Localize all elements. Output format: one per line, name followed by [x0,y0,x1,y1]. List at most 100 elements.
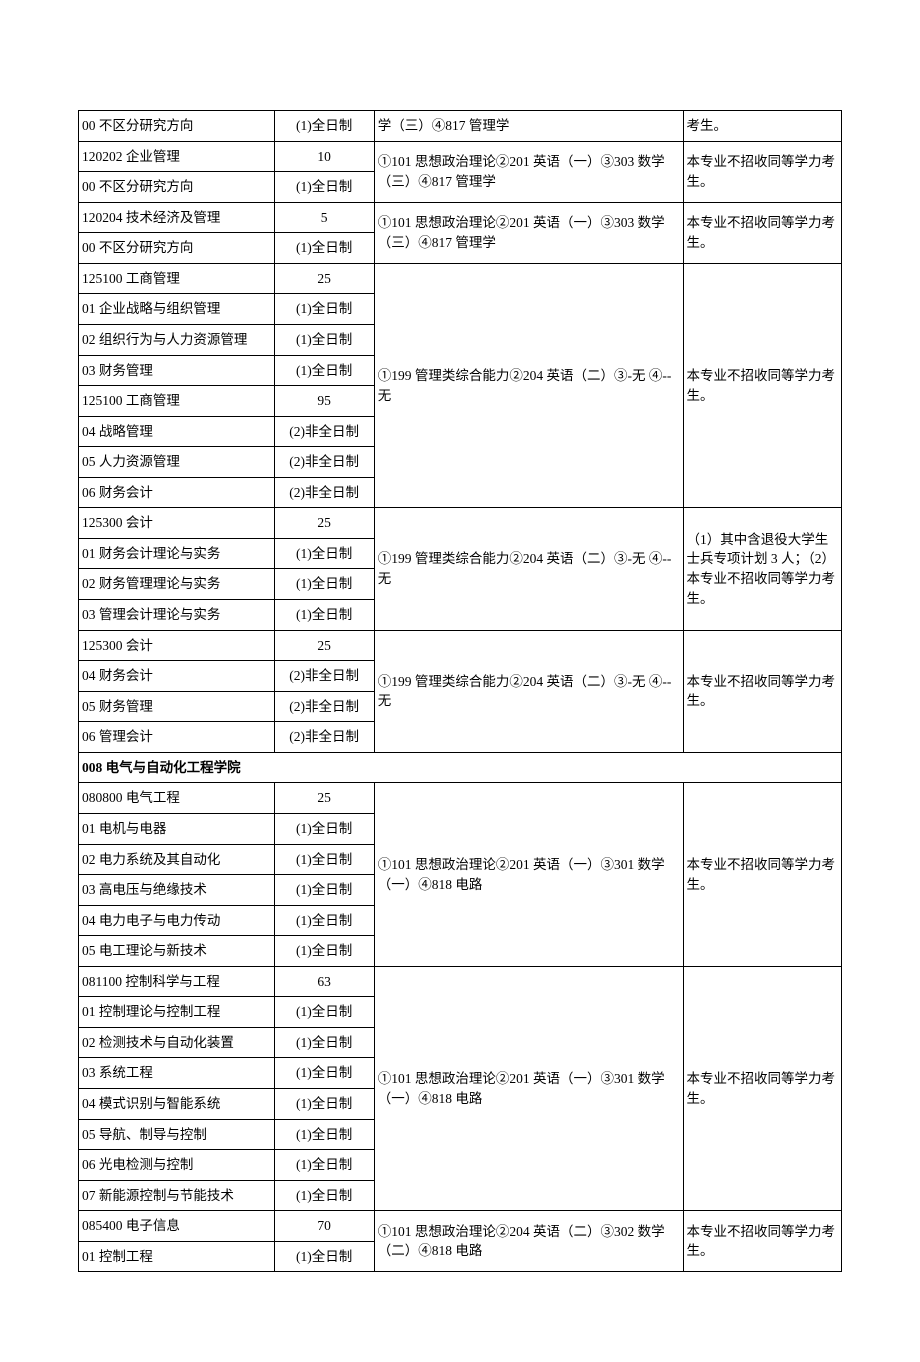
quota-cell: (1)全日制 [274,1119,374,1150]
major-cell: 04 电力电子与电力传动 [79,905,275,936]
major-cell: 00 不区分研究方向 [79,111,275,142]
major-cell: 05 电工理论与新技术 [79,936,275,967]
table-row: 125300 会计25①199 管理类综合能力②204 英语（二）③-无 ④--… [79,630,842,661]
quota-cell: (1)全日制 [274,1027,374,1058]
note-cell: （1）其中含退役大学生士兵专项计划 3 人；（2）本专业不招收同等学力考生。 [683,508,841,630]
major-cell: 02 检测技术与自动化装置 [79,1027,275,1058]
major-cell: 03 高电压与绝缘技术 [79,875,275,906]
table-row: 081100 控制科学与工程63①101 思想政治理论②201 英语（一）③30… [79,966,842,997]
major-cell: 080800 电气工程 [79,783,275,814]
table-row: 008 电气与自动化工程学院 [79,752,842,783]
note-cell: 本专业不招收同等学力考生。 [683,202,841,263]
major-cell: 06 财务会计 [79,477,275,508]
note-cell: 本专业不招收同等学力考生。 [683,630,841,752]
note-cell: 本专业不招收同等学力考生。 [683,263,841,508]
quota-cell: 70 [274,1211,374,1242]
quota-cell: (1)全日制 [274,905,374,936]
table-row: 125300 会计25①199 管理类综合能力②204 英语（二）③-无 ④--… [79,508,842,539]
quota-cell: (1)全日制 [274,936,374,967]
quota-cell: (2)非全日制 [274,691,374,722]
quota-cell: 25 [274,508,374,539]
exam-cell: ①199 管理类综合能力②204 英语（二）③-无 ④--无 [374,263,683,508]
major-cell: 05 导航、制导与控制 [79,1119,275,1150]
quota-cell: (2)非全日制 [274,722,374,753]
table-row: 125100 工商管理25①199 管理类综合能力②204 英语（二）③-无 ④… [79,263,842,294]
table-row: 085400 电子信息70①101 思想政治理论②204 英语（二）③302 数… [79,1211,842,1242]
major-cell: 06 管理会计 [79,722,275,753]
table-row: 080800 电气工程25①101 思想政治理论②201 英语（一）③301 数… [79,783,842,814]
major-cell: 085400 电子信息 [79,1211,275,1242]
table-row: 00 不区分研究方向(1)全日制学（三）④817 管理学考生。 [79,111,842,142]
major-cell: 125100 工商管理 [79,263,275,294]
major-cell: 01 企业战略与组织管理 [79,294,275,325]
major-cell: 120204 技术经济及管理 [79,202,275,233]
major-cell: 06 光电检测与控制 [79,1150,275,1181]
quota-cell: 25 [274,783,374,814]
quota-cell: 5 [274,202,374,233]
major-cell: 01 控制理论与控制工程 [79,997,275,1028]
major-cell: 02 财务管理理论与实务 [79,569,275,600]
quota-cell: (2)非全日制 [274,416,374,447]
quota-cell: 95 [274,386,374,417]
major-cell: 04 模式识别与智能系统 [79,1089,275,1120]
major-cell: 125300 会计 [79,508,275,539]
major-cell: 081100 控制科学与工程 [79,966,275,997]
quota-cell: 10 [274,141,374,172]
quota-cell: (1)全日制 [274,1058,374,1089]
table-row: 120202 企业管理10①101 思想政治理论②201 英语（一）③303 数… [79,141,842,172]
section-header-cell: 008 电气与自动化工程学院 [79,752,842,783]
note-cell: 本专业不招收同等学力考生。 [683,783,841,966]
note-cell: 本专业不招收同等学力考生。 [683,966,841,1211]
major-cell: 01 控制工程 [79,1241,275,1272]
note-cell: 考生。 [683,111,841,142]
quota-cell: (1)全日制 [274,997,374,1028]
major-cell: 120202 企业管理 [79,141,275,172]
quota-cell: (1)全日制 [274,1150,374,1181]
exam-cell: ①199 管理类综合能力②204 英语（二）③-无 ④--无 [374,508,683,630]
major-cell: 02 组织行为与人力资源管理 [79,324,275,355]
table-row: 120204 技术经济及管理5①101 思想政治理论②201 英语（一）③303… [79,202,842,233]
quota-cell: (1)全日制 [274,1180,374,1211]
major-cell: 05 人力资源管理 [79,447,275,478]
quota-cell: (2)非全日制 [274,661,374,692]
quota-cell: (1)全日制 [274,538,374,569]
exam-cell: ①101 思想政治理论②201 英语（一）③303 数学（三）④817 管理学 [374,141,683,202]
exam-cell: ①101 思想政治理论②204 英语（二）③302 数学（二）④818 电路 [374,1211,683,1272]
major-cell: 04 战略管理 [79,416,275,447]
major-cell: 01 电机与电器 [79,813,275,844]
quota-cell: (1)全日制 [274,233,374,264]
quota-cell: (1)全日制 [274,324,374,355]
quota-cell: (1)全日制 [274,1089,374,1120]
quota-cell: (1)全日制 [274,600,374,631]
major-cell: 125100 工商管理 [79,386,275,417]
quota-cell: 63 [274,966,374,997]
quota-cell: (1)全日制 [274,844,374,875]
exam-cell: 学（三）④817 管理学 [374,111,683,142]
exam-cell: ①199 管理类综合能力②204 英语（二）③-无 ④--无 [374,630,683,752]
major-cell: 125300 会计 [79,630,275,661]
major-cell: 05 财务管理 [79,691,275,722]
enrollment-table: 00 不区分研究方向(1)全日制学（三）④817 管理学考生。120202 企业… [78,110,842,1272]
quota-cell: 25 [274,263,374,294]
major-cell: 00 不区分研究方向 [79,172,275,203]
major-cell: 00 不区分研究方向 [79,233,275,264]
major-cell: 01 财务会计理论与实务 [79,538,275,569]
quota-cell: (1)全日制 [274,875,374,906]
quota-cell: (1)全日制 [274,1241,374,1272]
quota-cell: (1)全日制 [274,294,374,325]
major-cell: 07 新能源控制与节能技术 [79,1180,275,1211]
major-cell: 03 系统工程 [79,1058,275,1089]
exam-cell: ①101 思想政治理论②201 英语（一）③303 数学（三）④817 管理学 [374,202,683,263]
note-cell: 本专业不招收同等学力考生。 [683,141,841,202]
quota-cell: (1)全日制 [274,111,374,142]
quota-cell: (1)全日制 [274,355,374,386]
quota-cell: 25 [274,630,374,661]
quota-cell: (1)全日制 [274,172,374,203]
exam-cell: ①101 思想政治理论②201 英语（一）③301 数学（一）④818 电路 [374,966,683,1211]
major-cell: 02 电力系统及其自动化 [79,844,275,875]
major-cell: 03 管理会计理论与实务 [79,600,275,631]
quota-cell: (1)全日制 [274,813,374,844]
quota-cell: (2)非全日制 [274,447,374,478]
exam-cell: ①101 思想政治理论②201 英语（一）③301 数学（一）④818 电路 [374,783,683,966]
note-cell: 本专业不招收同等学力考生。 [683,1211,841,1272]
